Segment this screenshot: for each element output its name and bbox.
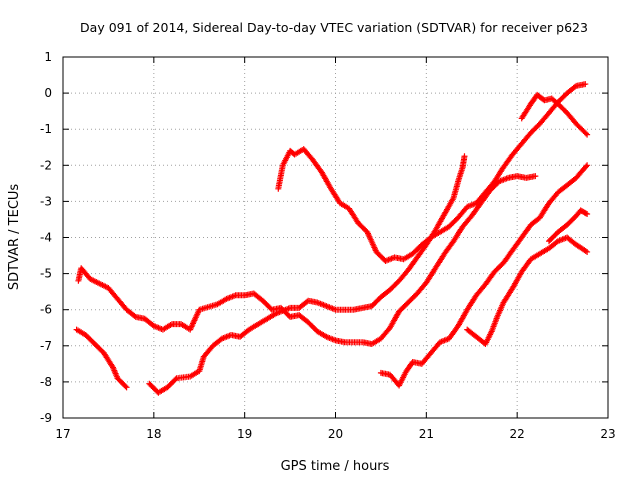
x-tick-labels: 17 18 19 20 21 22 23: [55, 427, 615, 441]
y-tick-label: 1: [44, 50, 52, 64]
y-tick-label: -1: [40, 122, 52, 136]
y-axis-label: SDTVAR / TECUs: [7, 184, 22, 291]
series-track-b: [73, 326, 130, 391]
plot-frame: [62, 56, 609, 419]
series-track-g: [518, 91, 591, 138]
series-track-f: [464, 234, 591, 347]
y-tick-label: 0: [44, 86, 52, 100]
x-tick-label: 18: [146, 427, 161, 441]
y-tick-label: -2: [40, 158, 52, 172]
y-tick-label: -7: [40, 339, 52, 353]
y-tick-label: -5: [40, 267, 52, 281]
y-tick-label: -4: [40, 231, 52, 245]
data-series: [73, 81, 591, 396]
x-tick-label: 19: [237, 427, 252, 441]
series-track-e: [377, 162, 591, 389]
series-track-c: [146, 153, 468, 396]
y-tick-label: -3: [40, 194, 52, 208]
y-tick-labels: -9 -8 -7 -6 -5 -4 -3 -2 -1 0 1: [40, 50, 52, 425]
x-axis-label: GPS time / hours: [281, 459, 390, 474]
series-track-h: [546, 207, 591, 245]
y-tick-label: -9: [40, 411, 52, 425]
x-tick-label: 22: [510, 427, 525, 441]
chart-title: Day 091 of 2014, Sidereal Day-to-day VTE…: [80, 20, 588, 35]
x-tick-label: 21: [419, 427, 434, 441]
series-track-d: [275, 81, 589, 264]
x-tick-label: 20: [328, 427, 343, 441]
x-tick-label: 17: [55, 427, 70, 441]
x-tick-label: 23: [600, 427, 615, 441]
series-track-a: [75, 173, 539, 347]
y-tick-label: -6: [40, 303, 52, 317]
y-tick-label: -8: [40, 375, 52, 389]
